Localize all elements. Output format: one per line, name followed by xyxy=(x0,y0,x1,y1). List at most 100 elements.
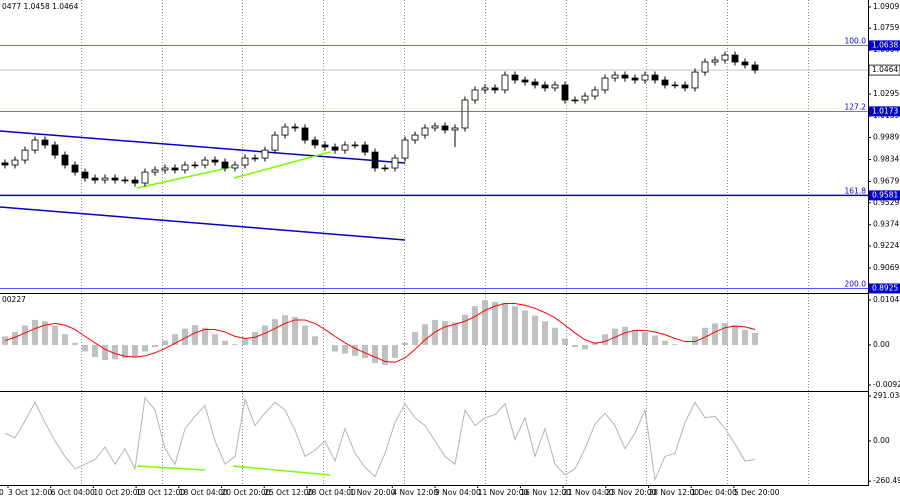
candle-body xyxy=(521,79,529,83)
histogram-bar xyxy=(692,336,698,346)
y-tick-label: 0.9224 xyxy=(873,241,899,250)
candle-body xyxy=(661,79,669,86)
x-tick-label: 21 Nov 04:00 xyxy=(563,488,614,497)
candle-body xyxy=(611,74,619,79)
histogram-bar xyxy=(112,345,118,360)
histogram-bar xyxy=(122,345,128,358)
candle-body xyxy=(251,157,259,160)
candle-body xyxy=(481,87,489,91)
candle-body xyxy=(101,177,109,181)
candle-body xyxy=(601,77,609,91)
candle-body xyxy=(271,134,279,151)
fibo-price-box xyxy=(869,190,900,201)
candle-body xyxy=(621,74,629,79)
candle-body xyxy=(561,84,569,101)
candle-body xyxy=(721,54,729,61)
channel-line xyxy=(0,130,406,164)
histogram-bar xyxy=(502,302,508,346)
histogram-bar xyxy=(362,345,368,358)
candle-body xyxy=(641,74,649,81)
x-tick-label: 18 Oct 04:00 xyxy=(179,488,228,497)
histogram-bar xyxy=(642,332,648,346)
candle-body xyxy=(61,154,69,166)
candle-body xyxy=(341,144,349,151)
y-tick-label: 291.0346 xyxy=(873,391,900,400)
histogram-bar xyxy=(62,334,68,346)
histogram-bar xyxy=(182,328,188,346)
histogram-bar xyxy=(232,344,238,346)
histogram-bar xyxy=(402,342,408,346)
x-tick-label: 0 xyxy=(0,488,4,497)
candle-body xyxy=(731,54,739,63)
histogram-bar xyxy=(22,325,28,346)
candle-body xyxy=(331,146,339,151)
histogram-bar xyxy=(562,338,568,346)
candle-body xyxy=(571,99,579,102)
fibo-level-label: 200.0 xyxy=(845,279,867,288)
fibo-price-box xyxy=(869,283,900,294)
candle-body xyxy=(241,157,249,166)
x-tick-label: 13 Oct 12:00 xyxy=(136,488,185,497)
candle-body xyxy=(191,164,199,167)
candle-body xyxy=(171,167,179,171)
histogram-bar xyxy=(82,345,88,352)
histogram-bar xyxy=(332,345,338,352)
histogram-bar xyxy=(92,345,98,358)
candle-body xyxy=(581,95,589,101)
candle-body xyxy=(431,125,439,129)
candle-body xyxy=(511,74,519,81)
histogram-bar xyxy=(602,334,608,346)
fibo-price-label: 1.0173 xyxy=(872,106,898,115)
y-tick-label: 0.9374 xyxy=(873,220,899,229)
histogram-bar xyxy=(162,340,168,346)
candle-body xyxy=(21,149,29,161)
histogram-bar xyxy=(462,314,468,346)
histogram-bar xyxy=(342,345,348,354)
candle-body xyxy=(551,84,559,89)
candle-body xyxy=(411,134,419,141)
candle-body xyxy=(651,74,659,81)
x-tick-label: 6 Oct 04:00 xyxy=(51,488,95,497)
last-price-box xyxy=(868,64,900,76)
candle-body xyxy=(421,127,429,136)
histogram-bar xyxy=(492,301,498,346)
histogram-bar xyxy=(582,345,588,350)
histogram-bar xyxy=(632,329,638,346)
histogram-bar xyxy=(312,336,318,346)
divergence-line xyxy=(136,166,233,189)
divergence-line xyxy=(232,465,331,476)
candle-body xyxy=(301,127,309,141)
candle-body xyxy=(31,139,39,151)
histogram-bar xyxy=(542,321,548,346)
histogram-bar xyxy=(712,323,718,346)
histogram-bar xyxy=(392,345,398,358)
y-tick-label: 0.9529 xyxy=(873,198,899,207)
candle-body xyxy=(371,151,379,169)
histogram-bar xyxy=(172,334,178,346)
y-tick-label: 0.01042 xyxy=(873,295,900,304)
x-tick-label: 1 Nov 20:00 xyxy=(350,488,396,497)
histogram-bar xyxy=(742,329,748,346)
x-tick-label: 5 Dec 20:00 xyxy=(734,488,780,497)
x-tick-label: 4 Nov 12:00 xyxy=(392,488,438,497)
x-tick-label: 9 Nov 04:00 xyxy=(435,488,481,497)
candle-body xyxy=(121,179,129,182)
histogram-bar xyxy=(472,306,478,346)
candle-body xyxy=(441,125,449,131)
y-tick-label: 0.9989 xyxy=(873,132,899,141)
last-price-label: 1.0464 xyxy=(872,65,898,74)
histogram-bar xyxy=(32,319,38,346)
histogram-bar xyxy=(152,345,158,348)
candle-body xyxy=(461,99,469,129)
histogram-bar xyxy=(722,322,728,346)
histogram-bar xyxy=(482,300,488,346)
candle-body xyxy=(741,61,749,66)
channel-line xyxy=(0,206,406,241)
divergence-line xyxy=(233,151,331,179)
histogram-bar xyxy=(522,310,528,346)
histogram-bar xyxy=(382,345,388,365)
candle-body xyxy=(1,162,9,166)
candle-body xyxy=(701,61,709,73)
x-tick-label: 10 Oct 20:00 xyxy=(93,488,142,497)
indicator-header: 00227 xyxy=(2,295,26,304)
